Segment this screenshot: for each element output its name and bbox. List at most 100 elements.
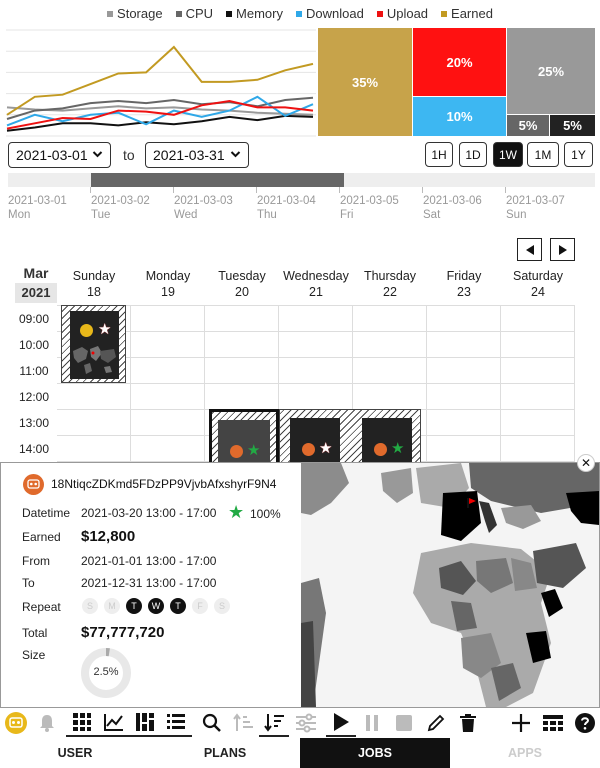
calendar-slot[interactable] — [131, 358, 205, 384]
next-week-button[interactable] — [550, 238, 575, 261]
legend-item[interactable]: Download — [296, 6, 364, 21]
line-chart-button[interactable] — [98, 708, 130, 737]
calendar-slot[interactable] — [279, 306, 353, 332]
stop-button[interactable] — [390, 708, 418, 737]
treemap-slice[interactable]: 35% — [318, 28, 412, 136]
repeat-day-toggle[interactable]: S — [214, 598, 230, 614]
treemap-slice[interactable]: 5% — [550, 115, 595, 136]
day-header[interactable]: Thursday 22 — [353, 268, 427, 300]
repeat-day-toggle[interactable]: T — [126, 598, 142, 614]
edit-button[interactable] — [422, 708, 450, 737]
calendar-slot[interactable] — [205, 332, 279, 358]
calendar-slot[interactable] — [501, 410, 575, 436]
range-button-1w[interactable]: 1W — [493, 142, 523, 167]
legend-item[interactable]: Memory — [226, 6, 283, 21]
dashboard-button[interactable] — [130, 708, 160, 737]
calendar-event[interactable]: ★ — [61, 305, 126, 383]
calendar-slot[interactable] — [427, 332, 501, 358]
legend-label: Memory — [236, 6, 283, 21]
repeat-day-toggle[interactable]: T — [170, 598, 186, 614]
day-header[interactable]: Saturday 24 — [501, 268, 575, 300]
range-button-1d[interactable]: 1D — [459, 142, 487, 167]
timeline-day: Fri — [340, 209, 354, 221]
repeat-day-toggle[interactable]: W — [148, 598, 164, 614]
date-to-select[interactable]: 2021-03-31 — [145, 142, 249, 168]
treemap-slice[interactable]: 20% — [413, 28, 506, 96]
treemap-slice[interactable]: 5% — [507, 115, 549, 136]
treemap-slice[interactable]: 10% — [413, 97, 506, 136]
calendar-slot[interactable] — [501, 358, 575, 384]
calendar-event-span[interactable]: ★ ★ — [279, 409, 421, 465]
calendar-slot[interactable] — [131, 306, 205, 332]
day-header[interactable]: Monday 19 — [131, 268, 205, 300]
calendar-slot[interactable] — [205, 384, 279, 410]
calendar-slot[interactable] — [427, 384, 501, 410]
range-button-1m[interactable]: 1M — [527, 142, 559, 167]
calendar-slot[interactable] — [131, 384, 205, 410]
help-button[interactable] — [571, 708, 599, 737]
sort-ascending-button[interactable] — [229, 708, 257, 737]
tab-apps[interactable]: APPS — [450, 738, 600, 768]
delete-button[interactable] — [454, 708, 482, 737]
calendar-slot[interactable] — [131, 436, 205, 462]
calendar-slot[interactable] — [279, 384, 353, 410]
play-button[interactable] — [326, 708, 356, 737]
legend-item[interactable]: Earned — [441, 6, 493, 21]
close-panel-button[interactable]: ✕ — [577, 454, 595, 472]
day-header[interactable]: Tuesday 20 — [205, 268, 279, 300]
calendar-slot[interactable] — [57, 410, 131, 436]
calendar-slot[interactable] — [353, 384, 427, 410]
calendar-slot[interactable] — [57, 358, 131, 384]
calendar-slot[interactable] — [131, 332, 205, 358]
calendar-slot[interactable] — [353, 358, 427, 384]
calendar-slot[interactable] — [501, 332, 575, 358]
notifications-button[interactable] — [34, 708, 60, 737]
calendar-slot[interactable] — [205, 306, 279, 332]
calendar-slot[interactable] — [501, 384, 575, 410]
pause-button[interactable] — [358, 708, 386, 737]
day-header[interactable]: Wednesday 21 — [279, 268, 353, 300]
world-map[interactable] — [301, 463, 599, 707]
search-button[interactable] — [198, 708, 226, 737]
calendar-slot[interactable] — [501, 436, 575, 462]
tab-plans[interactable]: PLANS — [150, 738, 300, 768]
calendar-slot[interactable] — [427, 410, 501, 436]
calendar-slot[interactable] — [353, 306, 427, 332]
calendar-slot[interactable] — [279, 332, 353, 358]
sort-descending-button[interactable] — [259, 708, 289, 737]
range-button-1h[interactable]: 1H — [425, 142, 453, 167]
calendar-slot[interactable] — [353, 332, 427, 358]
day-header[interactable]: Sunday 18 — [57, 268, 131, 300]
prev-week-button[interactable] — [517, 238, 542, 261]
legend-item[interactable]: Upload — [376, 6, 428, 21]
calendar-event-selected[interactable]: ★ — [209, 409, 279, 465]
tab-user[interactable]: USER — [0, 738, 150, 768]
add-button[interactable] — [507, 708, 535, 737]
legend-item[interactable]: CPU — [175, 6, 213, 21]
calendar-slot[interactable] — [427, 358, 501, 384]
treemap-slice[interactable]: 25% — [507, 28, 595, 114]
list-view-button[interactable] — [160, 708, 192, 737]
tab-jobs[interactable]: JOBS — [300, 738, 450, 768]
repeat-day-toggle[interactable]: S — [82, 598, 98, 614]
calendar-slot[interactable] — [427, 306, 501, 332]
profile-button[interactable] — [2, 708, 30, 737]
grid-view-button[interactable] — [66, 708, 98, 737]
calendar-slot[interactable] — [131, 410, 205, 436]
search-icon — [202, 713, 221, 732]
calendar-slot[interactable] — [427, 436, 501, 462]
calendar-slot[interactable] — [501, 306, 575, 332]
filter-settings-button[interactable] — [292, 708, 320, 737]
legend-item[interactable]: Storage — [107, 6, 163, 21]
calendar-slot[interactable] — [205, 358, 279, 384]
calendar-slot[interactable] — [57, 436, 131, 462]
day-header[interactable]: Friday 23 — [427, 268, 501, 300]
range-button-1y[interactable]: 1Y — [564, 142, 593, 167]
repeat-day-toggle[interactable]: F — [192, 598, 208, 614]
date-from-select[interactable]: 2021-03-01 — [8, 142, 111, 168]
calendar-slot[interactable] — [279, 358, 353, 384]
calendar-slot[interactable] — [57, 384, 131, 410]
table-view-button[interactable] — [539, 708, 567, 737]
repeat-day-toggle[interactable]: M — [104, 598, 120, 614]
timeline-selection[interactable] — [91, 173, 344, 187]
